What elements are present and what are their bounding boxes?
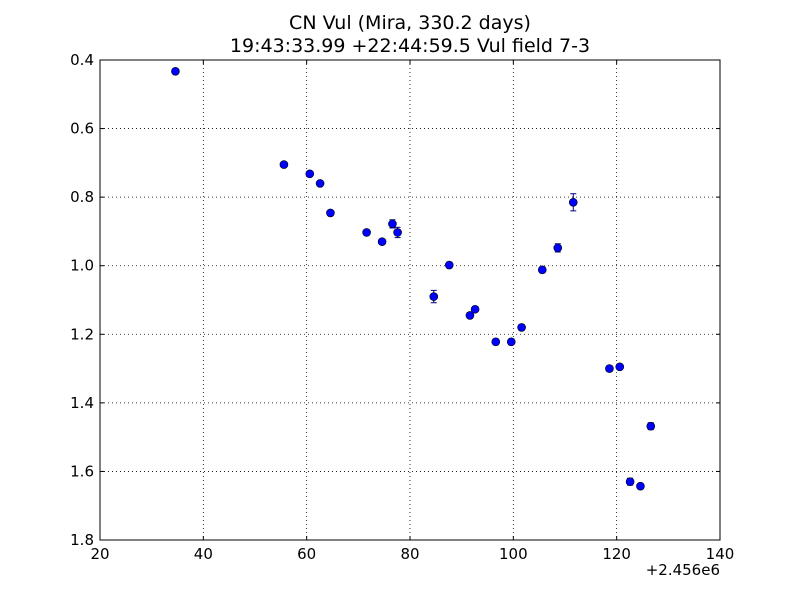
data-point	[393, 228, 402, 237]
grid-lines	[100, 60, 720, 540]
data-point	[537, 265, 547, 275]
y-tick-label: 1.8	[70, 531, 94, 549]
chart-title: CN Vul (Mira, 330.2 days)	[289, 12, 531, 34]
data-point	[377, 237, 387, 247]
data-point	[279, 160, 289, 169]
data-point	[305, 169, 315, 179]
x-axis-offset-label: +2.456e6	[646, 561, 720, 579]
data-point	[470, 304, 480, 314]
data-point	[465, 311, 475, 320]
data-point	[491, 337, 501, 347]
data-point	[429, 292, 439, 301]
data-point	[605, 364, 614, 373]
data-point	[568, 197, 578, 207]
y-tick-label: 0.8	[70, 188, 94, 206]
data-point	[517, 323, 526, 332]
data-point	[625, 477, 635, 487]
x-tick-label: 40	[194, 545, 213, 563]
data-point	[444, 260, 454, 270]
x-tick-label: 100	[499, 545, 528, 563]
y-tick-label: 1.4	[70, 394, 94, 412]
y-tick-labels: 0.4 0.6 0.8 1.0 1.2 1.4 1.6 1.8	[70, 51, 94, 549]
y-tick-label: 1.2	[70, 325, 94, 343]
y-tick-label: 0.6	[70, 120, 94, 138]
x-tick-label: 80	[400, 545, 419, 563]
data-point	[553, 243, 563, 253]
data-point	[388, 219, 397, 229]
data-point	[326, 208, 335, 218]
x-tick-label: 140	[706, 545, 735, 563]
x-tick-label: 120	[602, 545, 631, 563]
data-point	[506, 337, 516, 347]
data-point	[171, 67, 180, 76]
chart-subtitle: 19:43:33.99 +22:44:59.5 Vul field 7-3	[230, 35, 590, 57]
plot-frame	[99, 59, 721, 541]
data-point	[315, 179, 325, 188]
error-bars	[172, 69, 654, 490]
y-tick-label: 1.6	[70, 462, 94, 480]
y-tick-label: 1.0	[70, 257, 94, 275]
x-tick-labels: 20 40 60 80 100 120 140	[90, 545, 734, 563]
data-point	[615, 362, 625, 372]
x-tick-label: 20	[90, 545, 109, 563]
x-tick-label: 60	[297, 545, 316, 563]
y-tick-label: 0.4	[70, 51, 94, 69]
data-point	[646, 421, 656, 431]
data-point	[362, 228, 371, 237]
data-point	[636, 481, 645, 491]
data-points	[171, 67, 656, 491]
